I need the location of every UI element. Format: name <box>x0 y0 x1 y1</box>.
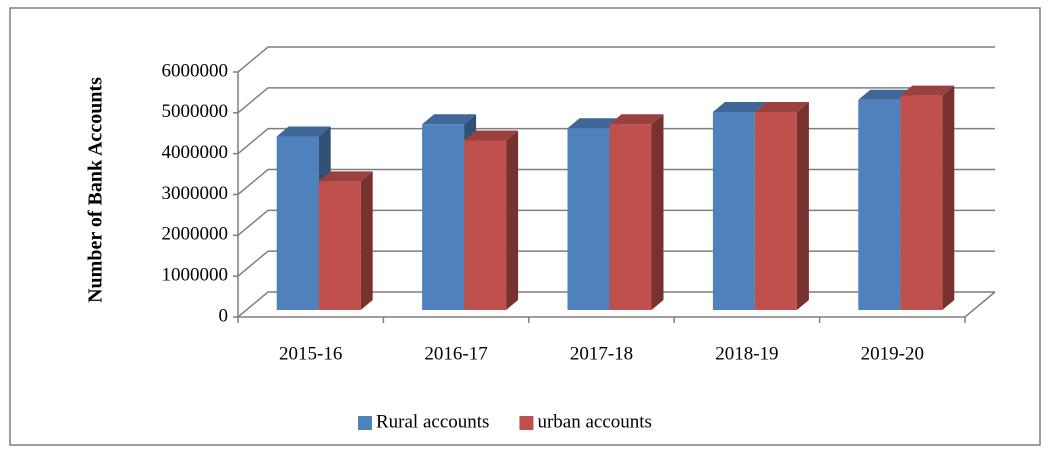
bar-top <box>567 118 622 129</box>
y-tick-label: 5000000 <box>162 101 229 122</box>
bar <box>754 111 797 310</box>
bar <box>464 140 507 310</box>
bar-side <box>360 171 373 310</box>
bar-top <box>712 101 767 112</box>
grid-line <box>237 87 995 114</box>
legend-swatch <box>519 416 534 430</box>
bar <box>609 124 652 310</box>
bar <box>567 128 610 310</box>
bar <box>422 124 465 310</box>
bar-top <box>858 89 913 100</box>
bar <box>712 111 755 310</box>
legend-label: Rural accounts <box>376 411 489 432</box>
bar-top <box>900 85 955 96</box>
y-tick-label: 2000000 <box>162 224 229 245</box>
y-tick-label: 4000000 <box>162 142 229 163</box>
x-tick-label: 2018-19 <box>715 343 778 364</box>
legend-label: urban accounts <box>537 411 651 432</box>
x-tick-label: 2016-17 <box>424 343 487 364</box>
y-tick-label: 3000000 <box>162 183 229 204</box>
bar-side <box>796 101 809 310</box>
bar-side <box>942 85 955 310</box>
bar-top <box>754 101 809 112</box>
legend-swatch <box>358 416 372 430</box>
bar <box>318 181 361 310</box>
x-tick-label: 2015-16 <box>279 343 342 364</box>
bar-top <box>609 114 664 125</box>
y-tick-label: 1000000 <box>162 265 229 286</box>
bar <box>858 99 901 310</box>
y-axis-title: Number of Bank Accounts <box>85 77 107 303</box>
bar-top <box>464 130 519 141</box>
grid-line <box>237 46 995 73</box>
bar-top <box>318 171 373 182</box>
x-tick-label: 2017-18 <box>570 343 633 364</box>
x-tick-label: 2019-20 <box>861 343 924 364</box>
y-tick-label: 0 <box>219 305 229 326</box>
bar <box>276 136 319 310</box>
bar <box>900 95 943 310</box>
bar-top <box>422 114 477 125</box>
bar-side <box>506 130 519 310</box>
y-tick-label: 6000000 <box>162 60 229 81</box>
bar-top <box>276 126 331 137</box>
bar-side <box>651 114 664 310</box>
